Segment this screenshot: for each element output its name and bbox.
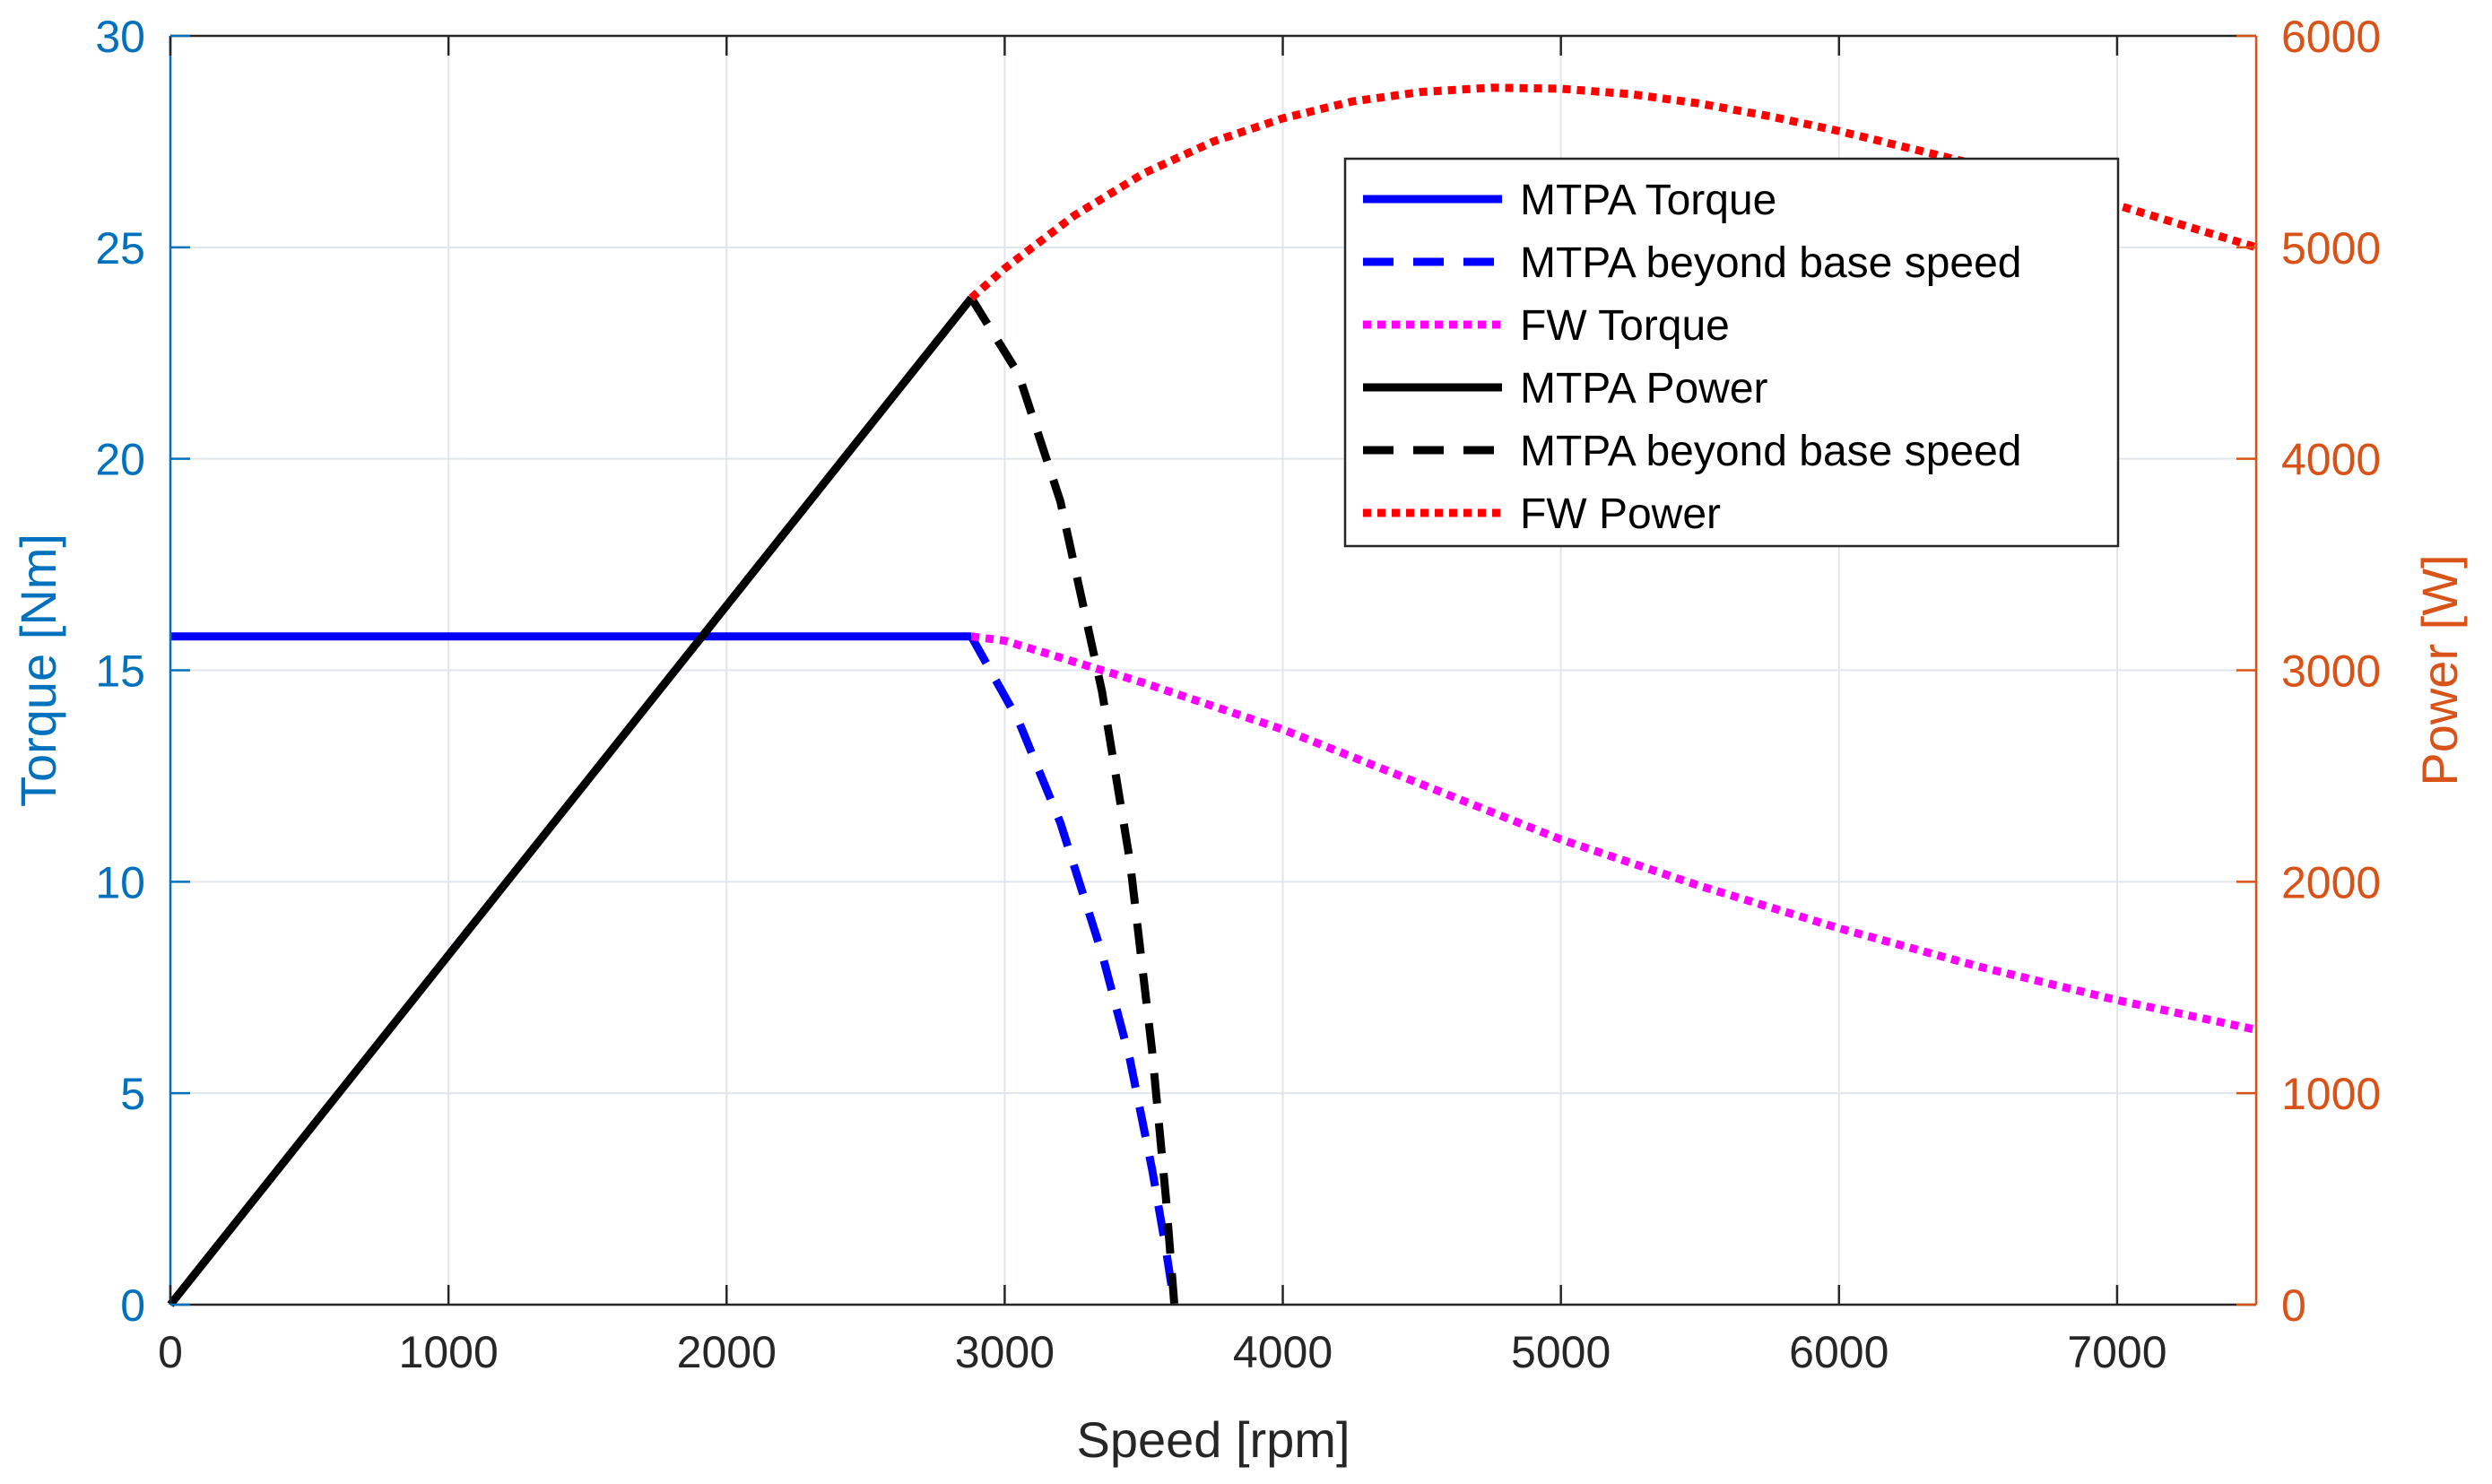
legend-label: FW Torque (1520, 302, 1730, 350)
x-tick-label: 5000 (1511, 1327, 1611, 1377)
left-y-tick-label: 25 (95, 223, 145, 273)
x-tick-label: 2000 (677, 1327, 777, 1377)
x-tick-label: 7000 (2067, 1327, 2166, 1377)
left-y-tick-label: 20 (95, 435, 145, 485)
right-y-tick-label: 5000 (2281, 223, 2381, 273)
right-y-tick-label: 1000 (2281, 1069, 2381, 1119)
legend-label: MTPA beyond base speed (1520, 239, 2021, 287)
legend-box (1343, 157, 2120, 548)
legend: MTPA Torque MTPA beyond base speed FW Torq… (1343, 157, 2120, 548)
left-y-tick-label: 10 (95, 857, 145, 907)
left-y-tick-label: 5 (120, 1069, 145, 1119)
legend-label: FW Power (1520, 490, 1721, 538)
series-line-mtpa-power (167, 295, 975, 1307)
tick-labels: 0 1000 2000 3000 4000 5000 6000 7000 0 5 10 15 20 25 3… (95, 12, 2381, 1377)
legend-label: MTPA Power (1520, 365, 1768, 412)
x-tick-label: 0 (158, 1327, 183, 1377)
series-lines (167, 83, 2258, 1307)
legend-label: MTPA beyond base speed (1520, 428, 2021, 475)
right-y-tick-label: 6000 (2281, 12, 2381, 62)
right-y-tick-label: 3000 (2281, 647, 2381, 697)
series-line-fw-torque (970, 632, 2257, 1034)
left-y-axis-title: Torque [Nm] (10, 534, 66, 807)
right-y-tick-label: 4000 (2281, 435, 2381, 485)
right-y-axis-title: Power [W] (2411, 554, 2468, 785)
axes (169, 34, 2258, 1306)
series-line-mtpa-beyond-base-speed (968, 296, 1179, 1306)
left-y-tick-label: 30 (95, 12, 145, 62)
right-y-tick-label: 0 (2281, 1280, 2306, 1331)
legend-label: MTPA Torque (1520, 177, 1776, 224)
x-tick-label: 6000 (1789, 1327, 1889, 1377)
series-line-fw-power (968, 83, 2258, 301)
series-line-mtpa-beyond-base-speed (968, 634, 1179, 1306)
x-tick-label: 1000 (399, 1327, 499, 1377)
left-y-tick-label: 0 (120, 1280, 145, 1331)
x-tick-label: 3000 (955, 1327, 1055, 1377)
left-y-tick-label: 15 (95, 647, 145, 697)
x-axis-title: Speed [rpm] (1076, 1411, 1350, 1468)
right-y-tick-label: 2000 (2281, 857, 2381, 907)
x-tick-label: 4000 (1233, 1327, 1333, 1377)
